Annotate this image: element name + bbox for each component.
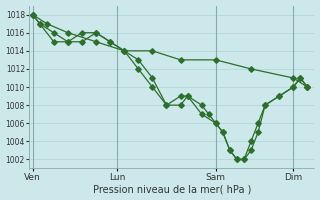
X-axis label: Pression niveau de la mer( hPa ): Pression niveau de la mer( hPa ) bbox=[92, 184, 251, 194]
